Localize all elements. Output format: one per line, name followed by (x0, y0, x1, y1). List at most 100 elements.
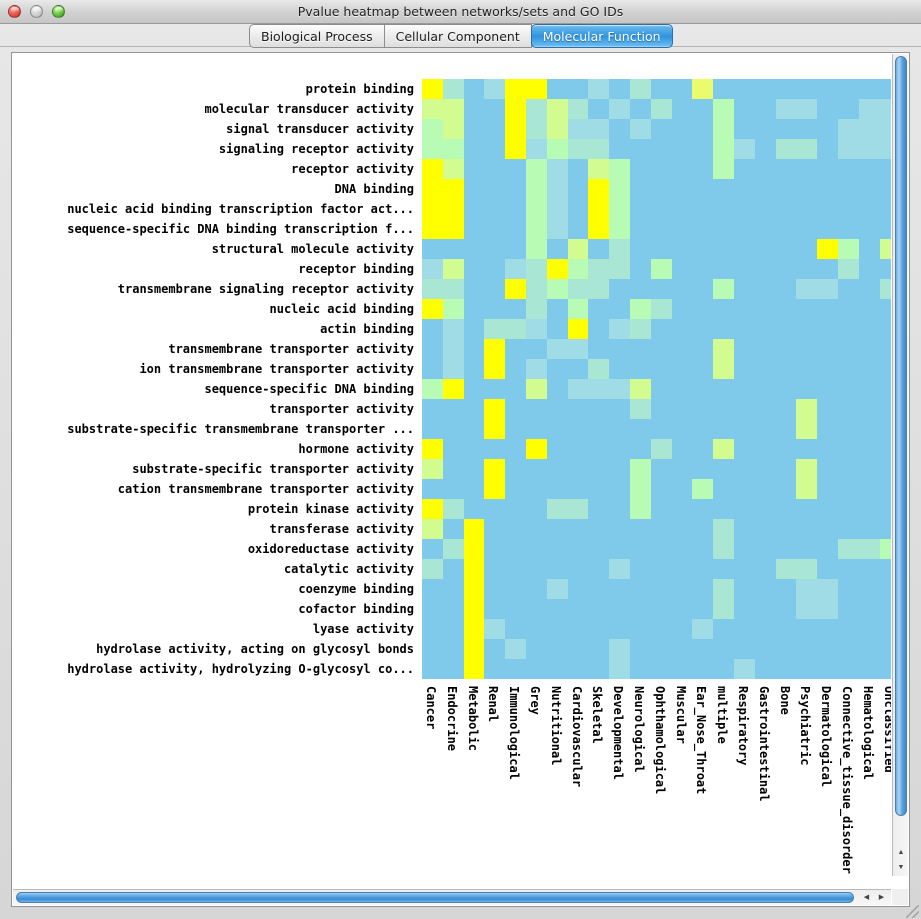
heatmap-cell[interactable] (546, 399, 568, 419)
heatmap-cell[interactable] (546, 419, 568, 439)
heatmap-cell[interactable] (525, 419, 547, 439)
heatmap-cell[interactable] (567, 579, 589, 599)
heatmap-cell[interactable] (692, 79, 714, 99)
heatmap-cell[interactable] (837, 499, 859, 519)
heatmap-cell[interactable] (650, 79, 672, 99)
heatmap-cell[interactable] (817, 119, 838, 139)
heatmap-cell[interactable] (671, 319, 693, 339)
heatmap-cell[interactable] (546, 279, 568, 299)
heatmap-cell[interactable] (484, 459, 506, 479)
heatmap-cell[interactable] (796, 539, 818, 559)
heatmap-cell[interactable] (692, 259, 714, 279)
heatmap-cell[interactable] (588, 339, 610, 359)
heatmap-cell[interactable] (837, 599, 859, 619)
heatmap-cell[interactable] (484, 99, 506, 119)
heatmap-cell[interactable] (588, 439, 610, 459)
heatmap-cell[interactable] (713, 439, 734, 459)
heatmap-cell[interactable] (796, 359, 818, 379)
heatmap-cell[interactable] (629, 359, 651, 379)
heatmap-cell[interactable] (629, 239, 651, 259)
heatmap-cell[interactable] (879, 619, 891, 639)
heatmap-cell[interactable] (629, 159, 651, 179)
heatmap-cell[interactable] (609, 119, 630, 139)
heatmap-cell[interactable] (525, 259, 547, 279)
heatmap-cell[interactable] (858, 339, 880, 359)
heatmap-cell[interactable] (484, 379, 506, 399)
heatmap-cell[interactable] (879, 659, 891, 679)
heatmap-cell[interactable] (775, 399, 797, 419)
heatmap-cell[interactable] (546, 339, 568, 359)
heatmap-cell[interactable] (858, 559, 880, 579)
heatmap-cell[interactable] (713, 499, 734, 519)
heatmap-cell[interactable] (567, 659, 589, 679)
heatmap-cell[interactable] (713, 199, 734, 219)
heatmap-cell[interactable] (567, 139, 589, 159)
heatmap-cell[interactable] (858, 259, 880, 279)
heatmap-cell[interactable] (775, 619, 797, 639)
heatmap-cell[interactable] (879, 139, 891, 159)
heatmap-cell[interactable] (858, 79, 880, 99)
heatmap-cell[interactable] (879, 99, 891, 119)
heatmap-cell[interactable] (525, 459, 547, 479)
heatmap-cell[interactable] (692, 559, 714, 579)
heatmap-cell[interactable] (567, 539, 589, 559)
heatmap-cell[interactable] (588, 579, 610, 599)
heatmap-cell[interactable] (609, 339, 630, 359)
heatmap-cell[interactable] (671, 599, 693, 619)
heatmap-cell[interactable] (796, 239, 818, 259)
heatmap-cell[interactable] (546, 659, 568, 679)
heatmap-cell[interactable] (484, 319, 506, 339)
heatmap-cell[interactable] (671, 79, 693, 99)
heatmap-cell[interactable] (505, 159, 526, 179)
heatmap-cell[interactable] (671, 339, 693, 359)
heatmap-cell[interactable] (422, 619, 443, 639)
heatmap-cell[interactable] (713, 159, 734, 179)
heatmap-cell[interactable] (546, 619, 568, 639)
heatmap-cell[interactable] (567, 499, 589, 519)
heatmap-cell[interactable] (671, 419, 693, 439)
heatmap-cell[interactable] (505, 539, 526, 559)
heatmap-cell[interactable] (629, 659, 651, 679)
heatmap-cell[interactable] (671, 99, 693, 119)
heatmap-cell[interactable] (546, 599, 568, 619)
heatmap-cell[interactable] (525, 499, 547, 519)
heatmap-cell[interactable] (858, 439, 880, 459)
heatmap-cell[interactable] (692, 299, 714, 319)
heatmap-cell[interactable] (588, 659, 610, 679)
resize-grip-icon[interactable] (906, 905, 919, 918)
heatmap-cell[interactable] (588, 319, 610, 339)
heatmap-cell[interactable] (629, 319, 651, 339)
heatmap-cell[interactable] (733, 599, 755, 619)
heatmap-cell[interactable] (463, 559, 485, 579)
heatmap-cell[interactable] (879, 519, 891, 539)
heatmap-cell[interactable] (879, 439, 891, 459)
heatmap-cell[interactable] (650, 99, 672, 119)
heatmap-cell[interactable] (671, 459, 693, 479)
tab-cellular-component[interactable]: Cellular Component (384, 24, 532, 48)
heatmap-cell[interactable] (629, 259, 651, 279)
heatmap-cell[interactable] (629, 219, 651, 239)
heatmap-cell[interactable] (442, 199, 464, 219)
heatmap-cell[interactable] (484, 599, 506, 619)
heatmap-cell[interactable] (796, 639, 818, 659)
heatmap-cell[interactable] (754, 479, 776, 499)
heatmap-cell[interactable] (650, 179, 672, 199)
heatmap-cell[interactable] (442, 619, 464, 639)
heatmap-cell[interactable] (463, 639, 485, 659)
heatmap-cell[interactable] (733, 559, 755, 579)
heatmap-cell[interactable] (837, 419, 859, 439)
heatmap-cell[interactable] (525, 539, 547, 559)
heatmap-cell[interactable] (754, 139, 776, 159)
heatmap-cell[interactable] (775, 419, 797, 439)
heatmap-cell[interactable] (754, 239, 776, 259)
heatmap-cell[interactable] (422, 399, 443, 419)
heatmap-cell[interactable] (775, 459, 797, 479)
heatmap-cell[interactable] (609, 539, 630, 559)
heatmap-cell[interactable] (588, 479, 610, 499)
heatmap-cell[interactable] (837, 379, 859, 399)
heatmap-cell[interactable] (525, 579, 547, 599)
heatmap-cell[interactable] (422, 139, 443, 159)
heatmap-cell[interactable] (463, 499, 485, 519)
heatmap-cell[interactable] (505, 399, 526, 419)
heatmap-cell[interactable] (817, 639, 838, 659)
